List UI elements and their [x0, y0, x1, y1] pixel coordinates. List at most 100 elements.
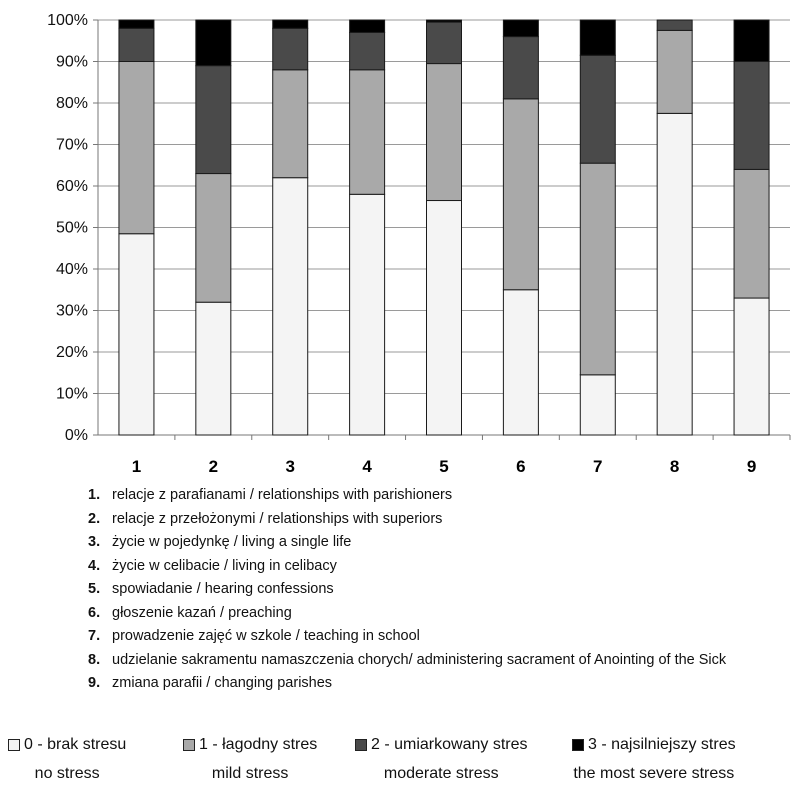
bar-segment [579, 54, 616, 164]
category-text: prowadzenie zajęć w szkole / teaching in… [112, 628, 420, 644]
legend-swatch [8, 739, 20, 751]
category-number: 4. [88, 557, 101, 574]
bar-segment [656, 112, 693, 436]
bar-segment [426, 63, 462, 202]
legend-label: 1 - łagodny stres [199, 736, 318, 753]
bar-segment [426, 21, 462, 65]
y-tick-label: 0% [65, 427, 88, 444]
bar-segment [195, 65, 232, 175]
category-number: 9. [88, 675, 101, 691]
x-tick-label: 1 [132, 457, 141, 476]
bar-segment [656, 29, 693, 114]
legend-swatch [355, 739, 367, 751]
bar-segment [349, 193, 386, 436]
bar-segment [579, 374, 616, 436]
x-tick-label: 7 [593, 457, 602, 476]
y-tick-label: 70% [56, 137, 88, 154]
y-tick-label: 100% [47, 12, 88, 29]
bar-segment [195, 173, 232, 303]
category-text: głoszenie kazań / preaching [112, 604, 292, 621]
bar-segment [733, 19, 770, 62]
y-tick-label: 60% [56, 178, 88, 195]
bar-segment [579, 19, 616, 56]
y-tick-label: 80% [56, 95, 88, 112]
legend: 0 - brak stresu no stress 1 - łagodny stre… [0, 736, 811, 806]
bar-segment [272, 19, 309, 29]
category-list: 1. relacje z parafianami / relationships … [88, 484, 726, 696]
bar-segment [118, 233, 155, 436]
category-text: relacje z przełożonymi / relationships w… [112, 510, 443, 527]
legend-item: 0 - brak stresu no stress [8, 736, 126, 783]
category-number: 1. [88, 487, 101, 503]
bar-segment [502, 19, 539, 38]
category-text: zmiana parafii / changing parishes [112, 675, 333, 691]
category-number: 2. [88, 510, 101, 527]
bar-segment [426, 19, 462, 23]
legend-swatch [183, 739, 195, 751]
category-list-item: 6. głoszenie kazań / preaching [88, 602, 726, 626]
bar-segment [579, 162, 616, 376]
legend-item: 2 - umiarkowany stres moderate stress [355, 736, 528, 783]
bar-segment [502, 98, 539, 291]
category-number: 5. [88, 581, 101, 597]
y-tick-label: 10% [56, 386, 88, 403]
category-list-item: 5. spowiadanie / hearing confessions [88, 578, 726, 602]
bar-segment [118, 19, 155, 29]
stacked-bar-chart: 0% 10% 20% 30% 40% 50% 60% 70% 80% 90% 100% 1 2 3 4 5 6 7… [47, 12, 791, 476]
category-text: życie w pojedynkę / living a single life [112, 534, 352, 550]
bar-segment [272, 177, 309, 436]
bar-segment [195, 19, 232, 67]
category-list-item: 9. zmiana parafii / changing parishes [88, 672, 726, 696]
legend-swatch [572, 739, 584, 751]
category-text: życie w celibacie / living in celibacy [112, 557, 337, 574]
bar-segment [656, 19, 693, 31]
x-tick-label: 2 [209, 457, 218, 476]
bar-segment [349, 19, 386, 33]
bar-segment [349, 69, 386, 195]
bar-segment [733, 61, 770, 170]
legend-sublabel: moderate stress [383, 765, 499, 782]
category-text: spowiadanie / hearing confessions [112, 581, 334, 597]
category-list-item: 3. życie w pojedynkę / living a single li… [88, 531, 726, 555]
y-tick-label: 30% [56, 303, 88, 320]
category-list-item: 8. udzielanie sakramentu namaszczenia cho… [88, 649, 726, 673]
x-tick-label: 6 [516, 457, 525, 476]
category-list-item: 4. życie w celibacie / living in celibacy [88, 555, 726, 579]
legend-sublabel: the most severe stress [573, 765, 735, 782]
x-tick-label: 3 [285, 457, 294, 476]
bar-segment [272, 69, 309, 179]
category-list-item: 2. relacje z przełożonymi / relationships… [88, 508, 726, 532]
category-number: 6. [88, 604, 101, 621]
bar-segment [426, 200, 462, 436]
category-list-item: 1. relacje z parafianami / relationships … [88, 484, 726, 508]
category-number: 8. [88, 651, 101, 668]
y-tick-label: 20% [56, 344, 88, 361]
bar-segment [118, 61, 155, 235]
category-text: udzielanie sakramentu namaszczenia chory… [112, 651, 727, 668]
y-tick-label: 50% [56, 220, 88, 237]
category-number: 7. [88, 628, 101, 644]
x-tick-label: 5 [439, 457, 448, 476]
legend-label: 2 - umiarkowany stres [371, 736, 528, 753]
category-number: 3. [88, 534, 101, 550]
x-tick-label: 4 [362, 457, 372, 476]
category-text: relacje z parafianami / relationships wi… [112, 487, 453, 503]
bar-segment [272, 27, 309, 71]
legend-sublabel: mild stress [211, 765, 289, 782]
bar-segment [195, 301, 232, 436]
legend-item: 1 - łagodny stres mild stress [183, 736, 317, 783]
y-tick-label: 40% [56, 261, 88, 278]
y-tick-label: 90% [56, 54, 88, 71]
bar-segment [349, 31, 386, 71]
bar-segment [118, 27, 155, 62]
category-list-item: 7. prowadzenie zajęć w szkole / teaching … [88, 625, 726, 649]
bar-segment [502, 36, 539, 100]
legend-label: 0 - brak stresu [24, 736, 127, 753]
x-tick-label: 9 [747, 457, 756, 476]
legend-label: 3 - najsilniejszy stres [588, 736, 736, 753]
legend-sublabel: no stress [34, 765, 100, 782]
legend-item: 3 - najsilniejszy stres the most severe s… [572, 736, 736, 783]
x-tick-label: 8 [670, 457, 679, 476]
bar-segment [733, 168, 770, 299]
